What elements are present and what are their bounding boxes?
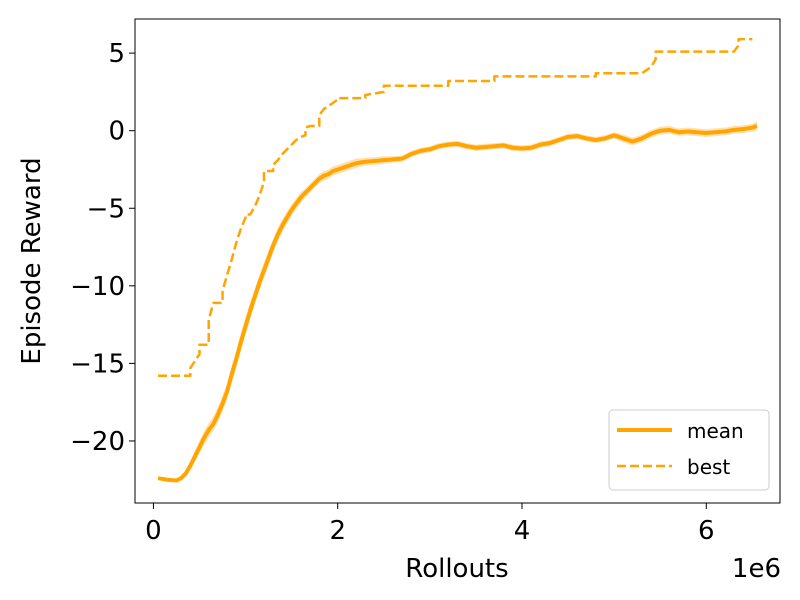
x-tick-label: 6	[698, 516, 715, 546]
plot-area-frame	[134, 18, 781, 504]
x-axis-multiplier: 1e6	[732, 554, 781, 584]
y-tick-label: 5	[108, 39, 125, 69]
y-tick-label: −20	[70, 427, 125, 457]
y-axis-label: Episode Reward	[17, 157, 47, 364]
tick-layer: 0 2 4 6 5 0 −5 −10 −15 −20	[70, 39, 714, 546]
x-axis-label: Rollouts	[405, 554, 508, 584]
series-line-best	[158, 37, 753, 378]
x-tick-label: 2	[329, 516, 346, 546]
x-tick-label: 0	[145, 516, 162, 546]
legend: mean best	[608, 409, 770, 491]
y-tick-label: −15	[70, 349, 125, 379]
x-tick-label: 4	[514, 516, 531, 546]
series-layer	[157, 37, 758, 483]
y-tick-label: −10	[70, 272, 125, 302]
series-line-mean	[157, 124, 758, 483]
legend-best-label: best	[687, 455, 730, 479]
y-tick-label: −5	[87, 194, 125, 224]
y-tick-label: 0	[108, 117, 125, 147]
legend-mean-label: mean	[687, 419, 744, 443]
